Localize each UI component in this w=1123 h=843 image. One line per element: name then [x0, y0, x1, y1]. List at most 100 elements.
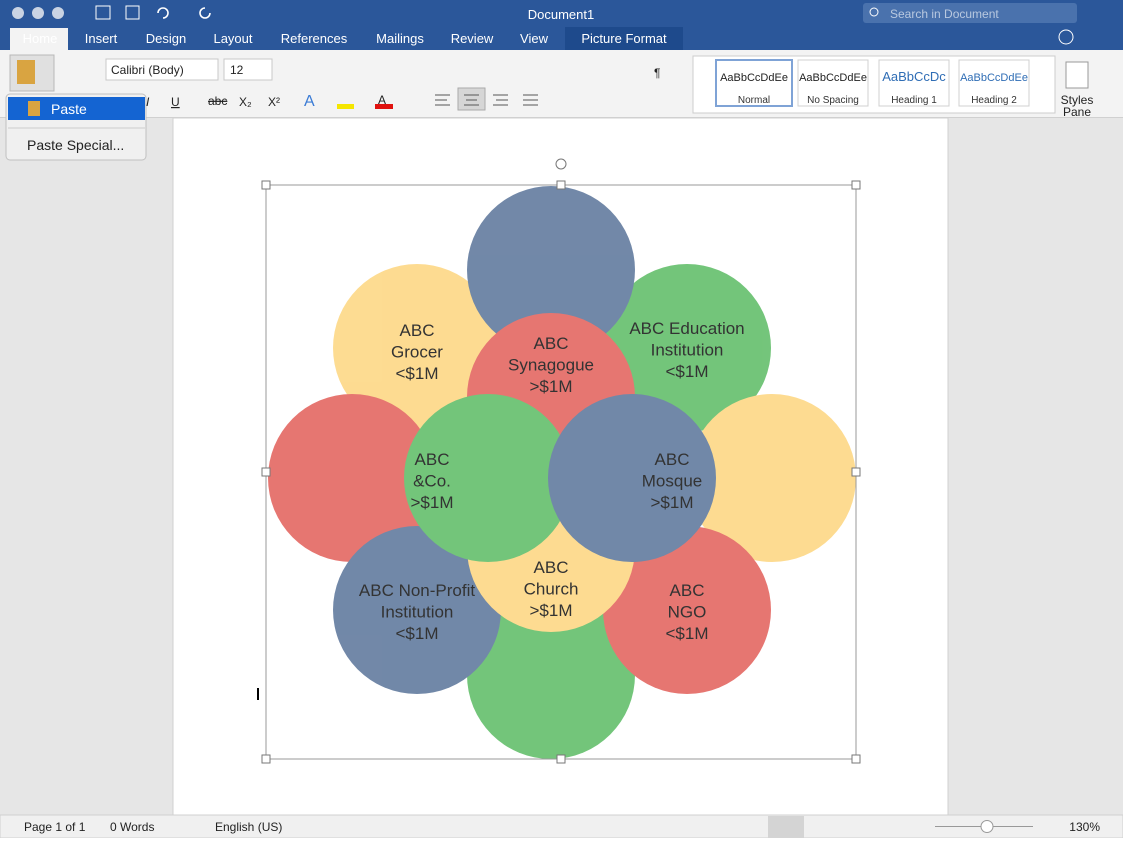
show-marks-button[interactable]: ¶	[654, 66, 660, 80]
home-tab-bg	[10, 28, 68, 50]
node-label: NGO	[668, 603, 707, 622]
node-label: ABC Education	[629, 319, 744, 338]
paste-menu-item[interactable]: Paste	[51, 101, 87, 117]
circle	[688, 394, 856, 562]
redo-icon[interactable]	[199, 7, 211, 19]
node-label: ABC	[655, 450, 690, 469]
ribbon-tab[interactable]: Mailings	[376, 31, 424, 46]
ribbon-tab[interactable]: Picture Format	[581, 31, 667, 46]
font-size: 12	[230, 63, 244, 77]
circle	[603, 264, 771, 432]
minimize-button[interactable]	[32, 7, 44, 19]
font-size-box[interactable]	[223, 58, 273, 81]
node-label: ABC Non-Profit	[359, 581, 475, 600]
paste-menu-highlight	[8, 97, 145, 120]
strikethrough-button[interactable]: abc	[208, 94, 227, 108]
node-label: Mosque	[642, 472, 702, 491]
styles-pane-label: Pane	[1063, 105, 1091, 119]
styles-pane-icon[interactable]	[1065, 61, 1089, 89]
node-label: >$1M	[411, 493, 454, 512]
node-label: Grocer	[391, 343, 443, 362]
ribbon-tab[interactable]: Design	[146, 31, 186, 46]
ribbon-tab[interactable]: Review	[451, 31, 494, 46]
style-preview: AaBbCcDc	[882, 69, 946, 84]
style-preview: AaBbCcDdEe	[720, 72, 788, 84]
picture-format-tab-bg	[565, 27, 683, 50]
style-name: No Spacing	[807, 95, 859, 106]
style-card[interactable]	[878, 59, 950, 107]
circle	[404, 394, 572, 562]
paste-menu-icon	[28, 101, 40, 116]
feedback-icon[interactable]	[1058, 29, 1074, 45]
style-preview: AaBbCcDdEe	[799, 72, 867, 84]
language[interactable]: English (US)	[215, 820, 282, 834]
node-label: ABC	[534, 334, 569, 353]
close-button[interactable]	[12, 7, 24, 19]
paste-menu-item[interactable]: Paste Special...	[27, 137, 124, 153]
node-label: >$1M	[530, 377, 573, 396]
node-label: ABC	[400, 321, 435, 340]
font-color-swatch	[375, 104, 393, 109]
window-title: Document1	[528, 7, 594, 22]
node-label: <$1M	[666, 624, 709, 643]
node-label: >$1M	[651, 493, 694, 512]
style-card[interactable]	[958, 59, 1030, 107]
ribbon-tab[interactable]: Home	[23, 31, 58, 46]
highlight-color[interactable]	[337, 104, 354, 109]
circle	[548, 394, 716, 562]
word-count[interactable]: 0 Words	[110, 820, 154, 834]
font-name-box[interactable]	[105, 58, 219, 81]
ribbon-tab[interactable]: Layout	[213, 31, 252, 46]
alignment-buttons[interactable]	[435, 87, 538, 111]
undo-icon[interactable]	[157, 7, 169, 19]
node-label: &Co.	[413, 472, 451, 491]
ribbon-tab[interactable]: Insert	[85, 31, 118, 46]
node-label: Institution	[651, 341, 724, 360]
node-label: Synagogue	[508, 356, 594, 375]
node-label: Church	[524, 580, 579, 599]
superscript-button[interactable]: X²	[268, 95, 280, 109]
sidebar-icon[interactable]	[95, 5, 111, 20]
font-name: Calibri (Body)	[111, 63, 184, 77]
venn-diagram	[268, 186, 856, 759]
search-placeholder: Search in Document	[890, 7, 999, 21]
zoom-button[interactable]	[52, 7, 64, 19]
zoom-level[interactable]: 130%	[1069, 820, 1100, 834]
node-label: ABC	[534, 558, 569, 577]
circle	[467, 591, 635, 759]
node-label: ABC	[415, 450, 450, 469]
circle	[603, 526, 771, 694]
zoom-slider[interactable]	[980, 820, 994, 833]
node-label: >$1M	[530, 601, 573, 620]
style-card[interactable]	[797, 59, 869, 107]
page-count[interactable]: Page 1 of 1	[24, 820, 86, 834]
print-layout-button[interactable]	[768, 816, 804, 838]
tab-bar: Home Insert Design Layout References Mailings…	[23, 31, 667, 46]
search-icon	[869, 7, 879, 17]
style-name: Heading 1	[891, 95, 937, 106]
styles-pane-label: Styles	[1061, 93, 1094, 107]
style-card[interactable]	[715, 59, 793, 107]
node-label: <$1M	[396, 364, 439, 383]
circle	[467, 186, 635, 354]
font-color-button[interactable]: A	[378, 93, 386, 107]
italic-button[interactable]: I	[146, 95, 150, 109]
node-label: ABC	[670, 581, 705, 600]
ribbon-tab[interactable]: View	[520, 31, 549, 46]
node-label: <$1M	[396, 624, 439, 643]
style-name: Normal	[738, 95, 770, 106]
search-box[interactable]	[863, 3, 1077, 23]
resize-handles[interactable]	[261, 158, 861, 764]
paste-icon	[17, 60, 35, 84]
subscript-button[interactable]: X₂	[239, 95, 252, 109]
circle	[333, 264, 501, 432]
circle	[333, 526, 501, 694]
node-label: Institution	[381, 603, 454, 622]
circle	[268, 394, 436, 562]
save-icon[interactable]	[125, 5, 140, 20]
ribbon-tab[interactable]: References	[281, 31, 348, 46]
underline-button[interactable]: U	[171, 95, 180, 109]
node-label: <$1M	[666, 362, 709, 381]
text-effects-button[interactable]: A	[304, 93, 315, 110]
